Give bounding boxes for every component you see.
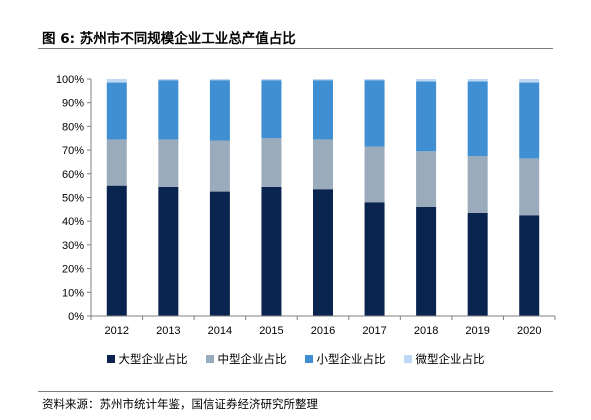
bar-segment <box>519 79 540 83</box>
bar-segment <box>209 191 230 316</box>
legend-label: 中型企业占比 <box>217 352 287 366</box>
x-tick-label: 2014 <box>208 325 232 337</box>
bar-segment <box>416 79 437 82</box>
legend-label: 小型企业占比 <box>316 352 386 366</box>
bar-segment <box>519 82 540 159</box>
source-note: 资料来源：苏州市统计年鉴，国信证券经济研究所整理 <box>42 397 318 411</box>
bar-segment <box>364 146 385 203</box>
y-tick-label: 60% <box>62 169 84 181</box>
x-tick-label: 2020 <box>517 325 541 337</box>
legend-label: 微型企业占比 <box>415 352 485 366</box>
bar-segment <box>261 186 282 316</box>
legend-swatch <box>304 355 313 363</box>
y-tick-label: 40% <box>62 216 84 228</box>
y-tick-label: 50% <box>62 193 84 205</box>
legend-swatch <box>403 355 412 363</box>
y-tick-label: 90% <box>62 98 84 110</box>
figure-title-bar: 图 6: 苏州市不同规模企业工业总产值占比 <box>38 26 553 49</box>
x-tick-label: 2017 <box>362 325 386 337</box>
bar-segment <box>313 139 333 190</box>
x-tick-label: 2015 <box>259 325 283 337</box>
legend: 大型企业占比 中型企业占比 小型企业占比 微型企业占比 <box>0 349 591 369</box>
x-axis: 2012 2013 2014 2015 2016 2017 2018 2019 2020 <box>90 315 556 337</box>
bar-segment <box>261 79 282 81</box>
x-tick-label: 2016 <box>311 325 335 337</box>
bar-segment <box>416 206 437 316</box>
legend-item: 微型企业占比 <box>403 351 485 367</box>
y-tick-label: 70% <box>62 145 84 157</box>
legend-swatch <box>106 355 115 363</box>
y-tick-label: 80% <box>62 121 84 133</box>
y-axis: 0% 10% 20% 30% 40% 50% 60% 70% 80% 90% 100% <box>56 74 92 323</box>
bars <box>106 79 540 316</box>
bar-segment <box>313 80 333 140</box>
legend-item: 大型企业占比 <box>106 351 188 367</box>
bar-segment <box>106 82 127 140</box>
bar-segment <box>158 139 179 187</box>
bar-segment <box>158 79 179 81</box>
bar-segment <box>158 186 179 316</box>
bar-segment <box>313 189 333 316</box>
bar-segment <box>106 79 127 83</box>
bar-segment <box>467 212 488 316</box>
legend-item: 中型企业占比 <box>205 351 287 367</box>
bar-segment <box>416 81 437 152</box>
bar-segment <box>519 158 540 216</box>
bar-segment <box>209 79 230 81</box>
bar-segment <box>467 79 488 82</box>
bar-segment <box>416 151 437 207</box>
bar-segment <box>209 140 230 192</box>
bar-segment <box>364 80 385 147</box>
figure-title: 图 6: 苏州市不同规模企业工业总产值占比 <box>42 31 296 47</box>
x-tick-label: 2019 <box>465 325 489 337</box>
x-tick-label: 2013 <box>156 325 180 337</box>
x-tick-label: 2018 <box>414 325 438 337</box>
bar-segment <box>364 79 385 81</box>
bar-segment <box>261 138 282 187</box>
legend-swatch <box>205 355 214 363</box>
bar-segment <box>209 80 230 141</box>
legend-item: 小型企业占比 <box>304 351 386 367</box>
bar-segment <box>467 81 488 157</box>
y-tick-label: 20% <box>62 264 84 276</box>
bar-segment <box>467 156 488 213</box>
bar-segment <box>519 215 540 316</box>
bar-segment <box>364 202 385 316</box>
bar-segment <box>261 80 282 139</box>
y-tick-label: 10% <box>62 287 84 299</box>
y-tick-label: 100% <box>56 74 84 86</box>
bar-segment <box>106 139 127 186</box>
x-tick-label: 2012 <box>105 325 129 337</box>
y-tick-label: 30% <box>62 240 84 252</box>
source-bar: 资料来源：苏州市统计年鉴，国信证券经济研究所整理 <box>38 391 553 411</box>
legend-label: 大型企业占比 <box>118 352 188 366</box>
stacked-bar-chart: 0%10%20%30%40%50%60%70%80%90%100% 2012 20… <box>56 74 556 337</box>
bar-segment <box>106 185 127 316</box>
bar-segment <box>158 80 179 140</box>
y-tick-label: 0% <box>68 311 84 323</box>
bar-segment <box>313 79 333 81</box>
